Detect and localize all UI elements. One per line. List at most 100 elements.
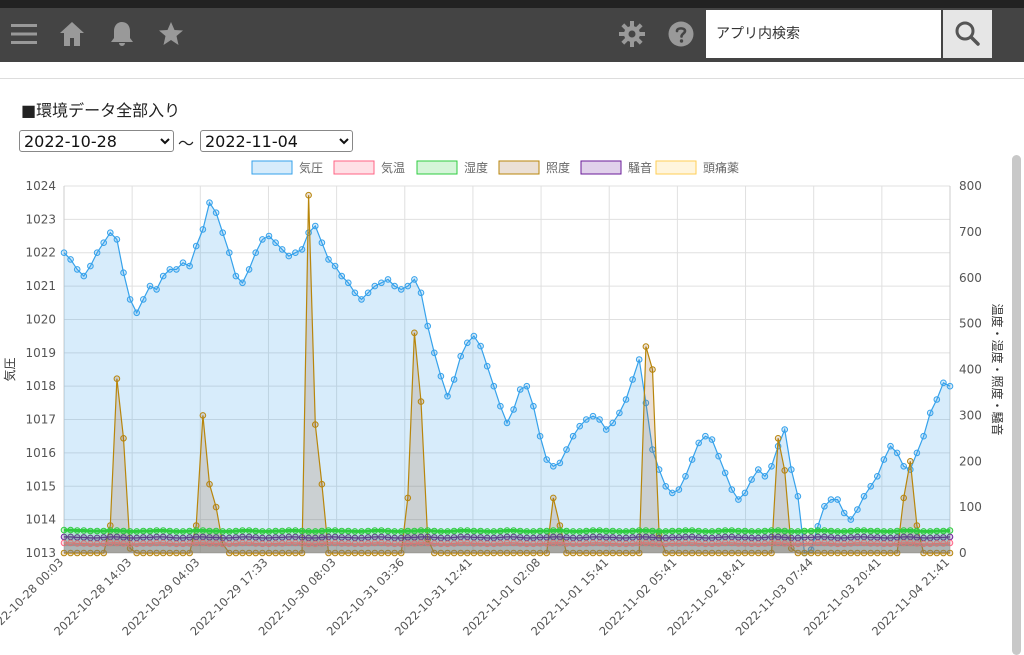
series-point [781, 467, 789, 474]
y-right-tick-label: 200 [959, 454, 982, 468]
series-point [437, 372, 445, 380]
series-point [199, 539, 207, 547]
series-point [391, 528, 398, 535]
series-point [87, 540, 94, 548]
series-point [721, 469, 729, 477]
star-icon[interactable] [157, 20, 185, 48]
series-point [391, 540, 398, 548]
series-point [126, 540, 134, 548]
series-point [715, 540, 722, 547]
date-to-select[interactable]: 2022-11-04 [200, 130, 353, 152]
help-icon[interactable] [667, 20, 695, 48]
series-point [450, 549, 458, 557]
series-point [596, 416, 603, 423]
series-point [265, 232, 273, 240]
page-scrollbar[interactable] [1012, 155, 1021, 655]
series-point [761, 549, 769, 557]
series-point [516, 527, 524, 535]
series-point [688, 549, 696, 557]
series-point [801, 549, 808, 557]
home-icon[interactable] [58, 20, 86, 48]
series-point [589, 549, 597, 557]
series-point [768, 463, 775, 470]
gear-icon[interactable] [618, 20, 646, 48]
series-point [622, 540, 630, 548]
series-point [708, 549, 716, 557]
series-point [748, 528, 755, 535]
series-point [444, 392, 451, 400]
series-point [351, 549, 359, 557]
series-point [583, 416, 590, 423]
series-point [695, 549, 703, 557]
series-point [880, 540, 888, 548]
series-point [523, 540, 531, 548]
series-point [252, 249, 259, 256]
range-separator: ～ [178, 134, 195, 153]
series-point [192, 527, 200, 534]
series-point [536, 540, 544, 547]
series-point [239, 549, 246, 557]
series-point [153, 549, 160, 557]
series-point [635, 539, 643, 547]
series-point [682, 473, 689, 480]
legend-swatch [251, 160, 293, 175]
series-point [550, 527, 557, 534]
series-point [635, 356, 643, 363]
series-point [768, 539, 775, 547]
search-input[interactable] [706, 10, 941, 58]
series-point [464, 339, 471, 347]
series-point [510, 527, 517, 534]
series-point [880, 528, 888, 535]
series-point [199, 412, 207, 419]
search-button[interactable] [943, 10, 992, 58]
series-point [926, 549, 934, 557]
series-point [404, 540, 412, 547]
series-point [913, 540, 921, 547]
series-point [159, 527, 167, 534]
series-point [100, 527, 107, 535]
series-point [272, 540, 279, 547]
bell-icon[interactable] [108, 20, 136, 48]
series-point [622, 549, 630, 557]
window-top-strip [0, 0, 1024, 8]
series-point [755, 540, 762, 548]
series-point [708, 436, 716, 443]
series-point [126, 296, 134, 303]
series-point [397, 286, 405, 293]
series-point [67, 539, 74, 547]
series-point [219, 540, 226, 548]
series-point [232, 540, 240, 547]
series-point [464, 549, 471, 557]
series-point [265, 540, 273, 548]
y-right-axis-title: 温度・湿度・照度・騒音 [990, 303, 1005, 435]
series-point [821, 549, 828, 557]
series-point [358, 540, 365, 548]
series-point [728, 527, 736, 534]
series-point [887, 528, 894, 535]
series-point [146, 549, 154, 557]
series-point [397, 549, 405, 557]
menu-icon[interactable] [10, 20, 38, 48]
series-point [662, 549, 670, 557]
series-point [417, 289, 425, 297]
series-point [490, 382, 498, 390]
series-point [450, 376, 458, 383]
series-point [702, 549, 709, 557]
y-right-tick-label: 400 [959, 363, 982, 377]
series-point [755, 528, 762, 535]
series-point [583, 527, 590, 535]
series-point [556, 522, 564, 529]
series-point [483, 540, 491, 548]
series-point [126, 545, 134, 552]
series-point [245, 539, 253, 547]
date-from-select[interactable]: 2022-10-28 [19, 130, 174, 152]
series-point [179, 259, 187, 266]
series-point [226, 549, 233, 557]
series-point [278, 540, 286, 547]
series-point [424, 527, 432, 534]
series-point [629, 376, 636, 383]
series-point [827, 540, 835, 547]
series-point [391, 549, 398, 557]
series-point [589, 539, 597, 547]
series-point [60, 539, 68, 547]
